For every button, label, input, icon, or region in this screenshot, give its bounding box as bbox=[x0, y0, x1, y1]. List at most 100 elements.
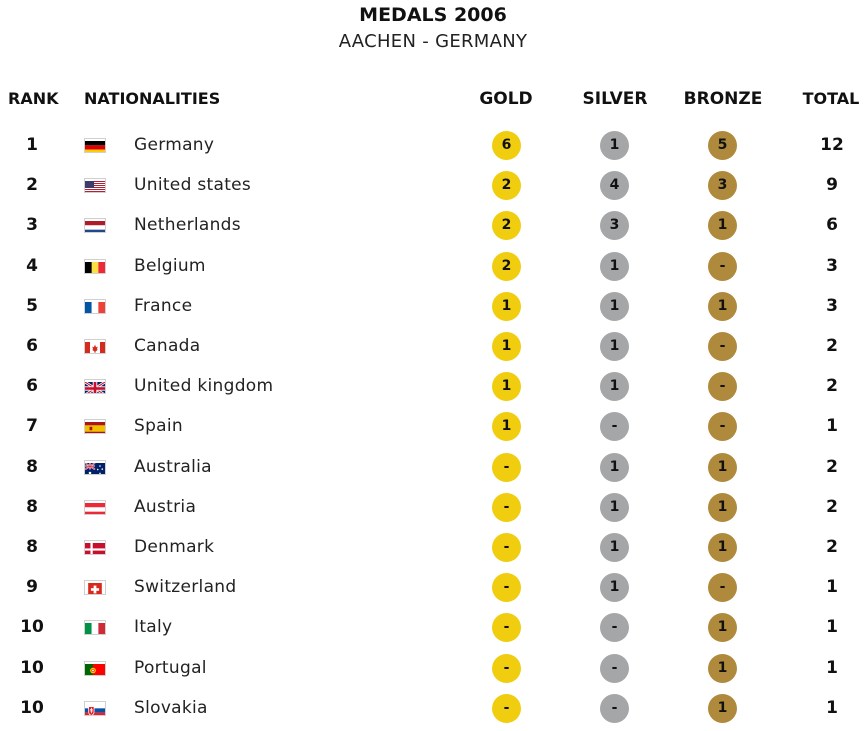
country-name: Germany bbox=[134, 135, 215, 155]
table-row: 8 Australia - 1 1 2 bbox=[0, 447, 866, 487]
table-row: 8 Denmark - 1 1 2 bbox=[0, 527, 866, 567]
bronze-medal-count: 3 bbox=[708, 171, 737, 201]
table-row: 7 Spain 1 - - 1 bbox=[0, 406, 866, 446]
bronze-medal-count: - bbox=[708, 372, 737, 402]
gold-medal-count: 6 bbox=[492, 131, 521, 160]
gold-medal-count: 1 bbox=[492, 332, 521, 361]
country-name: Portugal bbox=[134, 657, 207, 678]
italy-flag-icon bbox=[84, 620, 106, 636]
gold-medal-count: 2 bbox=[492, 251, 521, 281]
gold-medal-count: - bbox=[492, 653, 521, 683]
gold-medal-count: 1 bbox=[492, 372, 521, 402]
total-cell: 1 bbox=[826, 657, 838, 678]
column-header-rank: RANK bbox=[8, 89, 59, 108]
country-name: Switzerland bbox=[134, 577, 237, 598]
table-row: 10 Portugal - - 1 1 bbox=[0, 648, 866, 688]
spain-flag-icon bbox=[84, 419, 106, 435]
silver-medal-count: 4 bbox=[600, 171, 629, 201]
table-row: 10 Slovakia - - 1 1 bbox=[0, 688, 866, 728]
total-cell: 3 bbox=[826, 295, 838, 316]
column-header-bronze: BRONZE bbox=[683, 89, 763, 109]
total-cell: 2 bbox=[826, 496, 838, 517]
rank-cell: 7 bbox=[26, 416, 38, 437]
country-name: Austria bbox=[134, 496, 197, 517]
rank-cell: 1 bbox=[26, 135, 38, 155]
rank-cell: 8 bbox=[26, 456, 38, 477]
bronze-medal-count: - bbox=[708, 412, 737, 442]
united-kingdom-flag-icon bbox=[84, 379, 106, 395]
silver-medal-count: 1 bbox=[600, 131, 629, 160]
bronze-medal-count: 1 bbox=[708, 211, 737, 241]
column-header-silver: SILVER bbox=[582, 89, 648, 109]
belgium-flag-icon bbox=[84, 258, 106, 274]
total-cell: 12 bbox=[820, 135, 844, 155]
table-row: 8 Austria - 1 1 2 bbox=[0, 487, 866, 527]
total-cell: 1 bbox=[826, 577, 838, 598]
gold-medal-count: 1 bbox=[492, 291, 521, 321]
table-row: 6 Canada 1 1 - 2 bbox=[0, 326, 866, 366]
silver-medal-count: 1 bbox=[600, 291, 629, 321]
country-name: France bbox=[134, 295, 193, 316]
table-row: 3 Netherlands 2 3 1 6 bbox=[0, 205, 866, 245]
rank-cell: 6 bbox=[26, 376, 38, 397]
austria-flag-icon bbox=[84, 499, 106, 515]
silver-medal-count: 1 bbox=[600, 452, 629, 482]
bronze-medal-count: 1 bbox=[708, 492, 737, 522]
bronze-medal-count: 5 bbox=[708, 131, 737, 160]
bronze-medal-count: 1 bbox=[708, 613, 737, 643]
total-cell: 2 bbox=[826, 537, 838, 557]
total-cell: 2 bbox=[826, 456, 838, 477]
country-name: Belgium bbox=[134, 255, 206, 276]
gold-medal-count: - bbox=[492, 573, 521, 603]
silver-medal-count: 1 bbox=[600, 533, 629, 562]
table-row: 2 United states 2 4 3 9 bbox=[0, 165, 866, 205]
silver-medal-count: 1 bbox=[600, 492, 629, 522]
gold-medal-count: - bbox=[492, 452, 521, 482]
silver-medal-count: - bbox=[600, 693, 629, 723]
country-name: United states bbox=[134, 175, 252, 196]
bronze-medal-count: 1 bbox=[708, 693, 737, 723]
slovakia-flag-icon bbox=[84, 700, 106, 716]
silver-medal-count: 1 bbox=[600, 332, 629, 361]
rank-cell: 6 bbox=[26, 336, 38, 356]
total-cell: 1 bbox=[826, 416, 838, 437]
country-name: Slovakia bbox=[134, 697, 208, 718]
bronze-medal-count: 1 bbox=[708, 533, 737, 562]
silver-medal-count: 1 bbox=[600, 251, 629, 281]
country-name: Italy bbox=[134, 617, 173, 638]
total-cell: 2 bbox=[826, 376, 838, 397]
portugal-flag-icon bbox=[84, 660, 106, 676]
bronze-medal-count: - bbox=[708, 251, 737, 281]
table-row: 6 United kingdom 1 1 - 2 bbox=[0, 366, 866, 406]
column-header-total: TOTAL bbox=[802, 89, 860, 108]
bronze-medal-count: 1 bbox=[708, 653, 737, 683]
table-row: 10 Italy - - 1 1 bbox=[0, 607, 866, 647]
silver-medal-count: 1 bbox=[600, 573, 629, 603]
gold-medal-count: - bbox=[492, 492, 521, 522]
country-name: Denmark bbox=[134, 537, 215, 557]
column-header-nationalities: NATIONALITIES bbox=[84, 89, 221, 108]
rank-cell: 5 bbox=[26, 295, 38, 316]
rank-cell: 4 bbox=[26, 255, 38, 276]
bronze-medal-count: 1 bbox=[708, 291, 737, 321]
australia-flag-icon bbox=[84, 459, 106, 475]
rank-cell: 10 bbox=[20, 697, 44, 718]
page-title: MEDALS 2006 bbox=[359, 4, 507, 26]
gold-medal-count: 1 bbox=[492, 412, 521, 442]
bronze-medal-count: 1 bbox=[708, 452, 737, 482]
rank-cell: 9 bbox=[26, 577, 38, 598]
gold-medal-count: - bbox=[492, 533, 521, 562]
country-name: United kingdom bbox=[134, 376, 274, 397]
silver-medal-count: 1 bbox=[600, 372, 629, 402]
silver-medal-count: - bbox=[600, 653, 629, 683]
canada-flag-icon bbox=[84, 339, 106, 354]
rank-cell: 3 bbox=[26, 215, 38, 236]
total-cell: 9 bbox=[826, 175, 838, 196]
bronze-medal-count: - bbox=[708, 573, 737, 603]
column-header-gold: GOLD bbox=[479, 89, 533, 109]
rank-cell: 10 bbox=[20, 657, 44, 678]
bronze-medal-count: - bbox=[708, 332, 737, 361]
silver-medal-count: 3 bbox=[600, 211, 629, 241]
total-cell: 3 bbox=[826, 255, 838, 276]
france-flag-icon bbox=[84, 298, 106, 314]
